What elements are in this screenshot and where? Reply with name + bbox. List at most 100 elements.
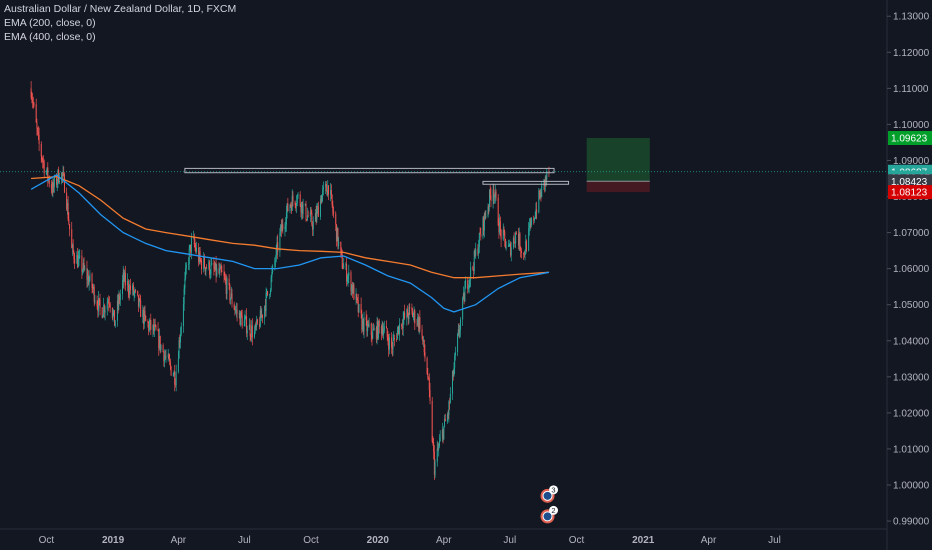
candle-body xyxy=(499,221,501,230)
candle-body xyxy=(355,294,357,300)
candle-body xyxy=(326,191,328,196)
drawings[interactable] xyxy=(0,167,887,185)
candle-body xyxy=(434,461,436,475)
candle-body xyxy=(372,329,374,339)
candle-body xyxy=(285,212,287,225)
candle-body xyxy=(56,177,58,185)
candle-body xyxy=(483,213,485,231)
candle-body xyxy=(523,253,525,256)
candle-body xyxy=(402,318,404,329)
candle-body xyxy=(42,159,44,162)
candle-body xyxy=(144,310,146,316)
candle-body xyxy=(311,213,313,225)
long-position-zone[interactable] xyxy=(586,138,650,193)
candle-body xyxy=(209,274,211,275)
candle-body xyxy=(250,335,252,338)
x-tick-label: Apr xyxy=(171,535,187,546)
candle-body xyxy=(137,295,139,307)
candle-body xyxy=(373,327,375,330)
candle-body xyxy=(53,182,55,188)
candle-body xyxy=(458,329,460,334)
x-tick-label: Apr xyxy=(701,535,717,546)
candle-body xyxy=(419,317,421,330)
candle-body xyxy=(292,195,294,202)
symbol-title: Australian Dollar / New Zealand Dollar, … xyxy=(4,3,237,15)
candle-body xyxy=(82,262,84,271)
candle-body xyxy=(107,301,109,303)
candle-body xyxy=(463,293,465,302)
candle-body xyxy=(261,314,263,319)
candle-body xyxy=(417,317,419,328)
candle-body xyxy=(214,262,216,270)
candle-body xyxy=(489,189,491,195)
candle-body xyxy=(342,268,344,270)
candle-body xyxy=(275,247,277,260)
candle-body xyxy=(231,293,233,305)
candle-body xyxy=(31,97,33,99)
candle-body xyxy=(103,305,105,313)
candle-body xyxy=(234,309,236,311)
candle-body xyxy=(525,240,527,251)
candle-body xyxy=(256,319,258,327)
candle-body xyxy=(362,319,364,330)
candle-body xyxy=(285,224,287,227)
candle-body xyxy=(47,167,49,180)
candle-body xyxy=(67,202,69,220)
candle-body xyxy=(372,329,374,331)
price-label: 1.09623 xyxy=(891,134,928,145)
candle-body xyxy=(350,272,352,292)
candle-body xyxy=(447,414,449,416)
candle-body xyxy=(139,299,141,301)
candle-body xyxy=(279,232,281,252)
candle-body xyxy=(478,232,480,248)
candle-body xyxy=(58,180,60,183)
candle-body xyxy=(444,418,446,422)
candle-body xyxy=(327,185,329,196)
candle-body xyxy=(118,295,120,306)
candle-body xyxy=(536,209,538,213)
y-axis: 1.130001.120001.110001.100001.090001.080… xyxy=(886,0,930,550)
candle-body xyxy=(413,310,415,316)
candle-body xyxy=(513,237,515,243)
candle-body xyxy=(548,171,550,172)
candle-body xyxy=(442,429,444,440)
candle-body xyxy=(45,172,47,174)
candle-body xyxy=(210,264,212,275)
candle-body xyxy=(462,293,464,299)
candle-body xyxy=(62,172,64,176)
candle-body xyxy=(129,285,131,291)
y-tick-label: 1.01000 xyxy=(893,444,930,455)
candle-body xyxy=(383,330,385,335)
candle-body xyxy=(276,242,278,248)
candle-body xyxy=(158,330,160,349)
candle-body xyxy=(87,275,89,285)
candle-body xyxy=(221,270,223,272)
candle-body xyxy=(170,366,172,376)
candle-body xyxy=(108,301,110,304)
y-tick-label: 1.06000 xyxy=(893,264,930,275)
candle-body xyxy=(96,300,98,307)
candle-body xyxy=(533,218,535,221)
candle-body xyxy=(205,267,207,272)
candle-body xyxy=(89,273,91,281)
candle-body xyxy=(418,317,420,328)
x-tick-label: 2019 xyxy=(102,535,125,546)
candle-body xyxy=(367,324,369,327)
candle-body xyxy=(495,191,497,198)
candle-body xyxy=(168,354,170,359)
candle-body xyxy=(188,248,190,264)
candle-body xyxy=(201,260,203,270)
candle-body xyxy=(251,325,253,338)
flag-icon xyxy=(542,490,553,501)
candle-body xyxy=(335,213,337,225)
candle-body xyxy=(184,278,186,289)
candle-body xyxy=(63,174,65,193)
candle-body xyxy=(426,358,428,375)
candle-body xyxy=(179,340,181,343)
candle-body xyxy=(84,268,86,270)
candle-body xyxy=(417,317,419,324)
candle-body xyxy=(38,134,40,144)
candle-body xyxy=(92,286,94,289)
event-markers[interactable]: 32 xyxy=(540,485,559,524)
